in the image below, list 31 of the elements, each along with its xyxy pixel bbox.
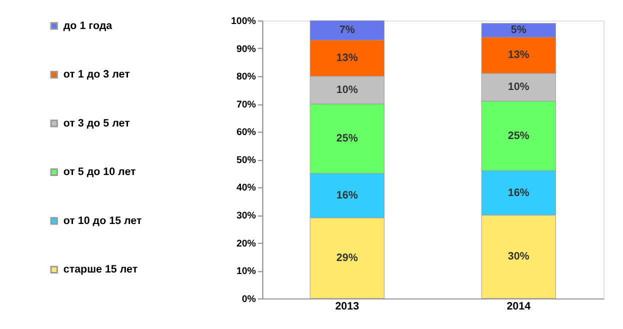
y-tick-label: 60% xyxy=(236,127,256,138)
y-tick-label: 70% xyxy=(236,99,256,110)
data-label: 13% xyxy=(508,49,530,62)
y-tick-label: 0% xyxy=(242,294,256,305)
data-label: 10% xyxy=(336,84,358,96)
legend-label: от 1 до 3 лет xyxy=(63,68,130,81)
data-label: 30% xyxy=(508,250,530,263)
y-tick-label: 30% xyxy=(236,210,256,222)
x-tick-label: 2014 xyxy=(506,300,531,313)
legend-label: от 10 до 15 лет xyxy=(63,214,142,227)
y-tick-label: 80% xyxy=(236,72,256,83)
y-tick-label: 10% xyxy=(236,266,256,278)
data-label: 25% xyxy=(336,132,358,145)
legend-label: от 5 до 10 лет xyxy=(63,166,136,178)
y-tick-label: 50% xyxy=(236,154,256,166)
legend-label: старше 15 лет xyxy=(63,264,138,276)
data-label: 5% xyxy=(510,24,527,36)
y-tick-label: 90% xyxy=(236,44,256,55)
y-tick-label: 40% xyxy=(236,182,256,194)
data-label: 16% xyxy=(336,190,358,202)
data-label: 16% xyxy=(508,186,530,199)
legend-label: до 1 года xyxy=(63,20,114,32)
y-tick-label: 20% xyxy=(236,238,256,250)
data-label: 13% xyxy=(336,52,358,64)
y-tick-label: 100% xyxy=(231,16,256,27)
x-tick-label: 2013 xyxy=(335,300,360,313)
data-label: 29% xyxy=(336,252,358,264)
legend-label: от 3 до 5 лет xyxy=(63,117,130,130)
data-label: 25% xyxy=(508,130,530,142)
data-label: 10% xyxy=(508,81,530,94)
data-label: 7% xyxy=(339,24,356,36)
